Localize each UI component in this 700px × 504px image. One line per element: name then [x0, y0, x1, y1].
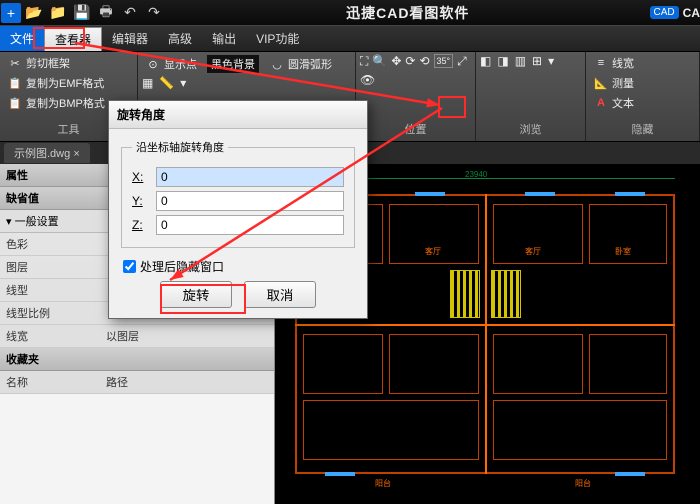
chk-input[interactable]	[123, 260, 136, 273]
browse5-icon[interactable]: ▾	[548, 54, 554, 68]
ribbon-group-pos-label: 位置	[360, 121, 471, 139]
menu-editor[interactable]: 编辑器	[102, 26, 158, 51]
browse2-icon[interactable]: ◨	[497, 54, 508, 68]
ruler-icon[interactable]: 📏	[159, 76, 174, 90]
menu-advanced[interactable]: 高级	[158, 26, 202, 51]
new-icon[interactable]: +	[1, 3, 21, 23]
bmp-icon: 📋	[7, 95, 23, 111]
x-label: X:	[132, 170, 156, 184]
menu-file[interactable]: 文件	[0, 26, 44, 51]
undo-icon[interactable]: ↶	[119, 3, 141, 23]
dialog-group: 沿坐标轴旋转角度 X: Y: Z:	[121, 139, 355, 248]
open-icon[interactable]: 📂	[23, 3, 45, 23]
browse1-icon[interactable]: ◧	[480, 54, 491, 68]
cancel-button[interactable]: 取消	[244, 281, 316, 308]
layer-icon[interactable]: ▦	[142, 76, 153, 90]
close-tab-icon[interactable]: ×	[73, 148, 79, 160]
measure-icon: 📐	[593, 75, 609, 91]
z-label: Z:	[132, 218, 156, 232]
app-title: 迅捷CAD看图软件	[166, 3, 650, 23]
y-label: Y:	[132, 194, 156, 208]
text-icon: A	[593, 95, 609, 111]
view-icon[interactable]: 👁	[360, 73, 375, 87]
dialog-title: 旋转角度	[109, 101, 367, 129]
lw-icon: ≡	[593, 55, 609, 71]
fit-icon[interactable]: ⤢	[457, 54, 467, 69]
right-text: CA	[683, 6, 700, 20]
menubar: 文件 查看器 编辑器 高级 输出 VIP功能	[0, 26, 700, 52]
tab-file[interactable]: 示例图.dwg ×	[4, 143, 90, 163]
open2-icon[interactable]: 📁	[47, 3, 69, 23]
y-input[interactable]	[156, 191, 344, 211]
cad-badge-icon: CAD	[650, 6, 679, 19]
browse4-icon[interactable]: ⊞	[532, 54, 542, 68]
zoom-win-icon[interactable]: 🔍	[372, 54, 387, 68]
z-input[interactable]	[156, 215, 344, 235]
menu-vip[interactable]: VIP功能	[246, 26, 309, 51]
ribbon-group-hide-label: 隐藏	[590, 121, 695, 139]
rotate-dialog: 旋转角度 沿坐标轴旋转角度 X: Y: Z: 处理后隐藏窗口 旋转 取消	[108, 100, 368, 319]
text-button[interactable]: A文本	[590, 94, 695, 112]
panel-fav: 收藏夹	[0, 348, 274, 371]
ribbon-group-browse-label: 浏览	[480, 121, 581, 139]
zoom-ext-icon[interactable]: ⛶	[360, 54, 368, 69]
prop-row[interactable]: 线宽以图层	[0, 325, 274, 348]
show-point-button[interactable]: ⊙显示点	[142, 55, 200, 73]
menu-viewer[interactable]: 查看器	[44, 27, 102, 51]
x-input[interactable]	[156, 167, 344, 187]
pan-icon[interactable]: ✥	[391, 54, 401, 68]
refresh-icon[interactable]: ⟲	[419, 54, 429, 68]
rotate-35-icon[interactable]: 35°	[434, 54, 454, 68]
menu-output[interactable]: 输出	[202, 26, 246, 51]
background-select[interactable]: 黑色背景	[206, 54, 260, 74]
cut-frame-button[interactable]: ✂剪切框架	[4, 54, 133, 72]
arc-icon: ◡	[269, 56, 285, 72]
rotate-button[interactable]: 旋转	[160, 281, 232, 308]
browse3-icon[interactable]: ▥	[515, 54, 526, 68]
smooth-arc-button[interactable]: ◡圆滑弧形	[266, 55, 335, 73]
orbit-icon[interactable]: ⟳	[405, 54, 415, 68]
hide-after-checkbox[interactable]: 处理后隐藏窗口	[123, 258, 355, 275]
dropdown-icon[interactable]: ▾	[180, 76, 186, 90]
measure-button[interactable]: 📐测量	[590, 74, 695, 92]
point-icon: ⊙	[145, 56, 161, 72]
lineweight-button[interactable]: ≡线宽	[590, 54, 695, 72]
fav-columns: 名称 路径	[0, 371, 274, 394]
copy-emf-button[interactable]: 📋复制为EMF格式	[4, 74, 133, 92]
save-icon[interactable]: 💾	[71, 3, 93, 23]
fav-list[interactable]	[0, 394, 274, 504]
scissors-icon: ✂	[7, 55, 23, 71]
print-icon[interactable]: 🖶	[95, 3, 117, 23]
redo-icon[interactable]: ↷	[143, 3, 165, 23]
titlebar: + 📂 📁 💾 🖶 ↶ ↷ 迅捷CAD看图软件 CAD CA	[0, 0, 700, 26]
emf-icon: 📋	[7, 75, 23, 91]
